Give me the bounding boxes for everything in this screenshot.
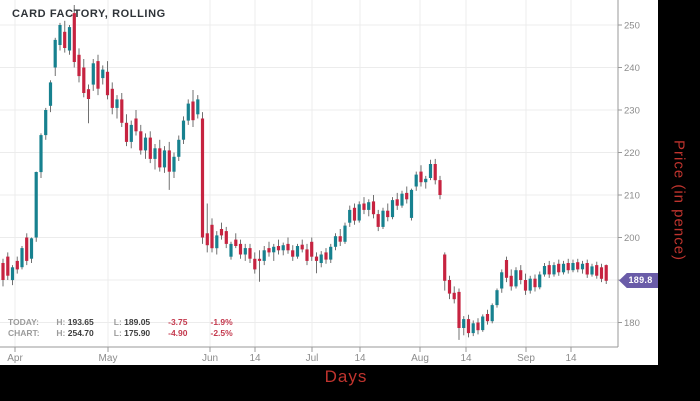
- today-label: TODAY:: [8, 317, 40, 327]
- bottom-axis-band: [0, 365, 658, 401]
- svg-text:14: 14: [354, 353, 366, 364]
- stats-panel: TODAY: H: 193.65 L: 189.05 -3.75 -1.9% C…: [8, 317, 253, 339]
- today-change-pct: -1.9%: [210, 317, 233, 327]
- svg-text:14: 14: [249, 353, 261, 364]
- y-axis-title: Price (in pence): [670, 139, 688, 262]
- svg-text:180: 180: [624, 318, 640, 329]
- last-price-flag: 189.8: [619, 273, 658, 288]
- right-axis-band: [658, 0, 700, 401]
- high-label: H:: [56, 317, 66, 327]
- stats-chart-row: CHART: H: 254.70 L: 175.90 -4.90 -2.5%: [8, 328, 253, 339]
- today-low: 189.05: [124, 317, 151, 327]
- svg-text:Jun: Jun: [202, 353, 218, 364]
- svg-text:Sep: Sep: [517, 353, 535, 364]
- chart-title: CARD FACTORY, ROLLING: [12, 8, 166, 20]
- stats-today-row: TODAY: H: 193.65 L: 189.05 -3.75 -1.9%: [8, 317, 253, 328]
- low-label: L:: [113, 317, 122, 327]
- svg-text:14: 14: [460, 353, 472, 364]
- svg-text:May: May: [99, 353, 118, 364]
- chart-low: 175.90: [124, 328, 151, 338]
- chart-high: 254.70: [67, 328, 94, 338]
- svg-text:Jul: Jul: [306, 353, 319, 364]
- svg-text:14: 14: [565, 353, 577, 364]
- chart-change-pct: -2.5%: [210, 328, 233, 338]
- high-label: H:: [56, 328, 66, 338]
- svg-text:230: 230: [624, 106, 640, 117]
- chart-label: CHART:: [8, 328, 40, 338]
- svg-text:Aug: Aug: [411, 353, 429, 364]
- svg-text:250: 250: [624, 21, 640, 32]
- svg-text:240: 240: [624, 63, 640, 74]
- chart-change: -4.90: [168, 328, 188, 338]
- x-axis-title: Days: [324, 367, 368, 386]
- today-high: 193.65: [67, 317, 94, 327]
- candlestick-chart: 250240230220210200190180AprMayJun14Jul14…: [0, 0, 640, 364]
- svg-text:220: 220: [624, 148, 640, 159]
- today-change: -3.75: [168, 317, 188, 327]
- svg-text:Apr: Apr: [7, 353, 23, 364]
- svg-text:200: 200: [624, 233, 640, 244]
- svg-text:210: 210: [624, 191, 640, 202]
- low-label: L:: [113, 328, 122, 338]
